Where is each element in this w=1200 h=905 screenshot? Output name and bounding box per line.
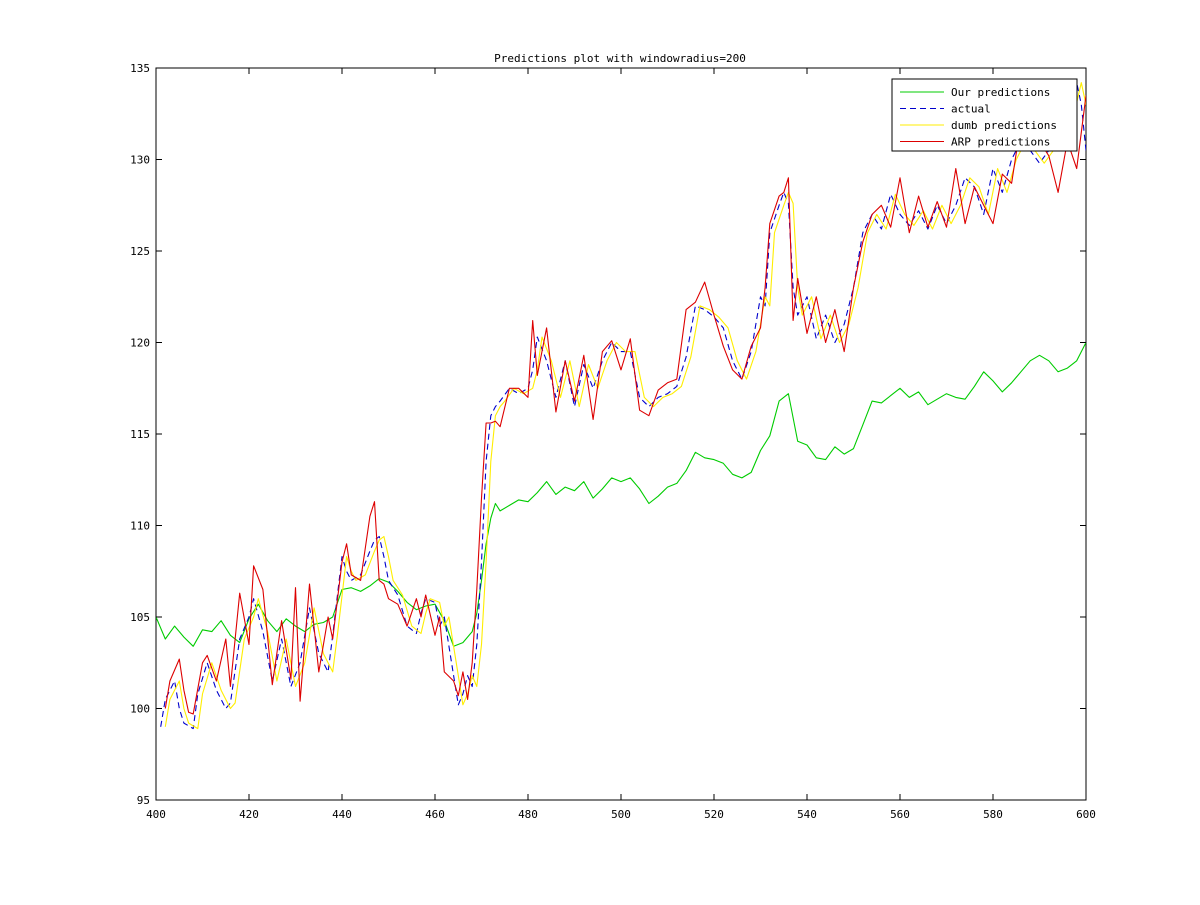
- y-tick-label: 110: [130, 520, 150, 533]
- y-tick-label: 115: [130, 428, 150, 441]
- legend-label: actual: [951, 103, 991, 116]
- series-line-our-predictions: [156, 342, 1086, 647]
- series-line-arp-predictions: [164, 95, 1086, 715]
- legend: Our predictions actual dumb predictions ARP…: [891, 78, 1078, 152]
- y-tick-label: 105: [130, 611, 150, 624]
- x-tick-label: 400: [146, 808, 166, 821]
- x-tick-label: 600: [1076, 808, 1096, 821]
- legend-box: [891, 78, 1078, 152]
- y-tick-label: 125: [130, 245, 150, 258]
- ticks-layer: 400 420 440 460 480 500 520 540 560 580 600 95 100 10…: [130, 62, 1096, 821]
- x-tick-label: 420: [239, 808, 259, 821]
- x-tick-label: 480: [518, 808, 538, 821]
- y-tick-label: 135: [130, 62, 150, 75]
- x-tick-label: 460: [425, 808, 445, 821]
- x-tick-label: 580: [983, 808, 1003, 821]
- series-line-dumb-predictions: [164, 82, 1086, 730]
- x-tick-label: 520: [704, 808, 724, 821]
- axes-frame: [155, 67, 1087, 801]
- x-tick-label: 560: [890, 808, 910, 821]
- y-tick-label: 120: [130, 337, 150, 350]
- plot-area: [155, 67, 1087, 801]
- legend-label: ARP predictions: [951, 136, 1050, 149]
- chart-title: Predictions plot with windowradius=200: [494, 52, 746, 65]
- legend-label: dumb predictions: [951, 119, 1057, 132]
- y-tick-label: 130: [130, 154, 150, 167]
- series-layer: [156, 82, 1086, 730]
- y-tick-label: 100: [130, 703, 150, 716]
- y-tick-label: 95: [137, 794, 150, 807]
- x-tick-label: 540: [797, 808, 817, 821]
- x-tick-label: 500: [611, 808, 631, 821]
- legend-label: Our predictions: [951, 86, 1050, 99]
- x-tick-label: 440: [332, 808, 352, 821]
